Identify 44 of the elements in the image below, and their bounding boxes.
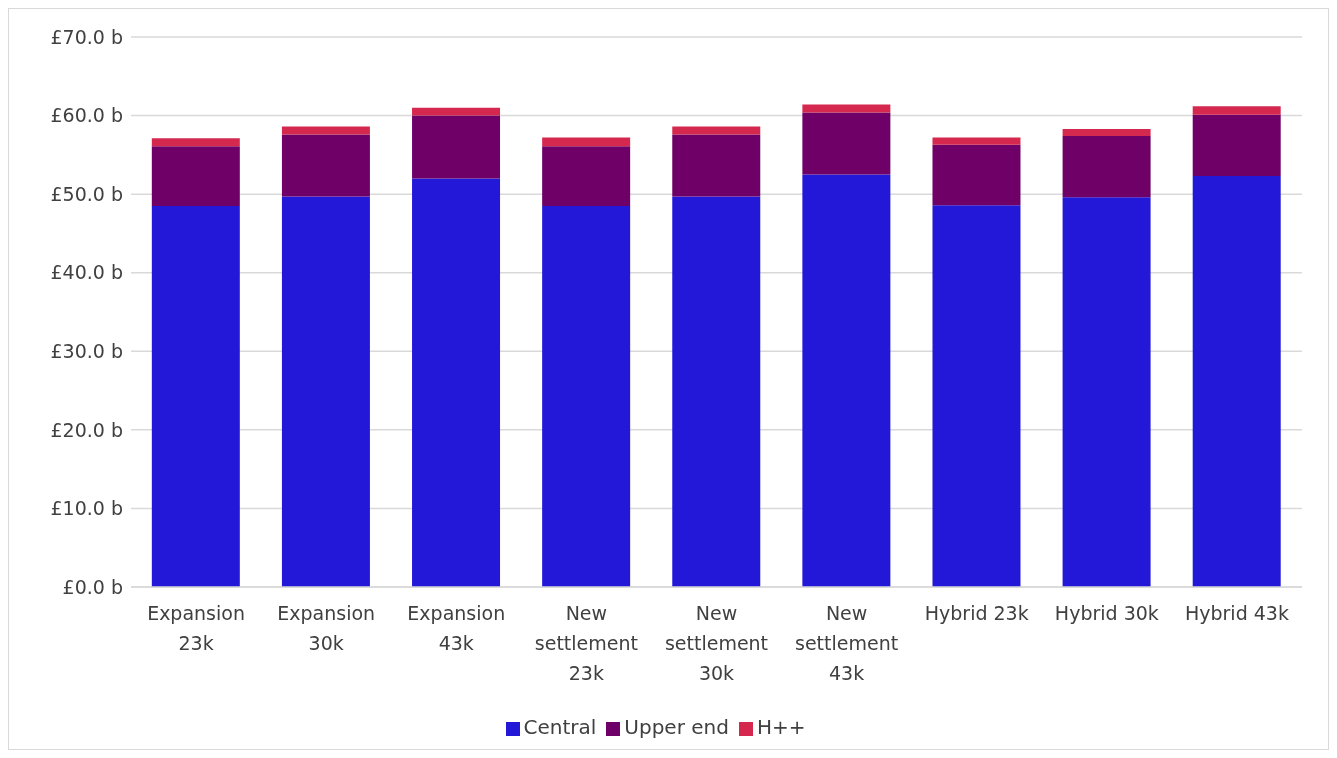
legend-label: H++ [756, 715, 806, 739]
bar [412, 178, 501, 587]
bar [672, 196, 761, 587]
bar [281, 196, 370, 587]
bar [932, 137, 1021, 145]
bar [151, 146, 240, 206]
y-tick-label: £10.0 b [50, 497, 123, 520]
bar [542, 205, 631, 587]
y-tick-label: £60.0 b [50, 104, 123, 127]
x-tick-label: Expansion 30k [277, 602, 376, 654]
x-tick-label: Hybrid 43k [1184, 602, 1289, 624]
legend-label: Central [523, 715, 597, 739]
y-tick-label: £40.0 b [50, 261, 123, 284]
bar [672, 134, 761, 197]
bar [1192, 106, 1281, 115]
bar [932, 205, 1021, 587]
bar [151, 205, 240, 587]
y-tick-label: £70.0 b [50, 25, 123, 48]
bar [802, 174, 891, 587]
bar [1062, 197, 1151, 587]
bar [802, 112, 891, 175]
bar [412, 115, 501, 179]
x-tick-label: Expansion 43k [407, 602, 506, 654]
bar [1192, 176, 1281, 587]
y-tick-label: £30.0 b [50, 340, 123, 363]
bar [151, 138, 240, 147]
bar [542, 146, 631, 206]
x-tick-label: Hybrid 23k [924, 602, 1029, 624]
bar [542, 137, 631, 147]
bar [412, 107, 501, 116]
bar [1062, 128, 1151, 136]
y-tick-label: £0.0 b [62, 575, 123, 598]
x-tick-label: New settlement 23k [534, 602, 638, 684]
y-tick-label: £20.0 b [50, 418, 123, 441]
bar [281, 134, 370, 197]
x-tick-label: New settlement 43k [795, 602, 899, 684]
x-tick-label: Hybrid 30k [1054, 602, 1159, 624]
x-tick-label: Expansion 23k [147, 602, 245, 654]
bar [1062, 136, 1151, 198]
x-tick-label: New settlement 30k [664, 602, 769, 684]
y-tick-label: £50.0 b [50, 182, 123, 205]
legend-label: Upper end [624, 715, 729, 739]
bar [932, 144, 1021, 206]
bar [1192, 114, 1281, 177]
